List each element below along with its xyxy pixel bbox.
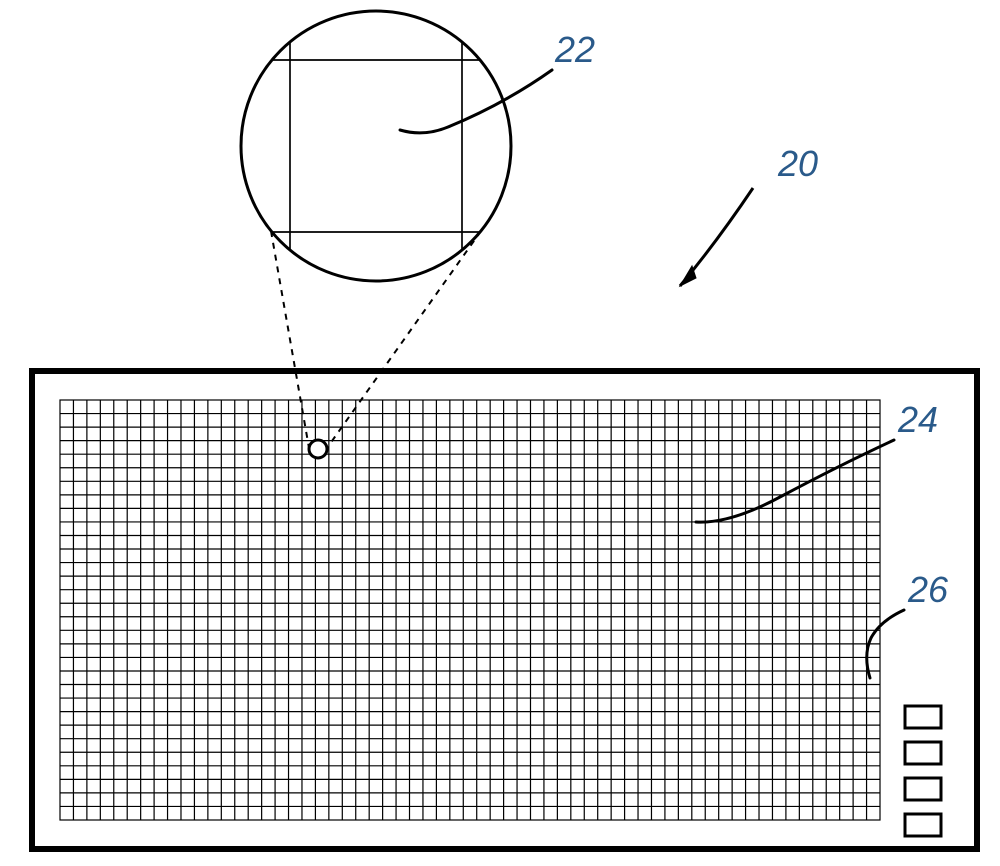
- device-frame: [32, 371, 977, 849]
- device-button-4: [905, 814, 941, 836]
- device-button-2: [905, 742, 941, 764]
- ref-label-26: 26: [907, 569, 949, 610]
- projection-dash-1: [271, 231, 309, 448]
- display-grid-area: [60, 400, 880, 820]
- ref-label-24: 24: [897, 399, 938, 440]
- device-button-1: [905, 706, 941, 728]
- ref-label-20: 20: [777, 143, 818, 184]
- zoom-origin-circle: [309, 440, 327, 458]
- ref-label-22: 22: [554, 29, 595, 70]
- device-button-3: [905, 778, 941, 800]
